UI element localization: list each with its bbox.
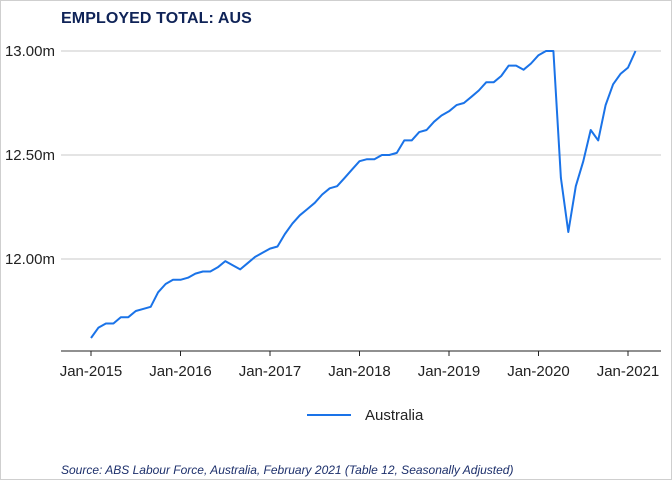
gridlines [61,50,661,260]
x-tick-label: Jan-2017 [239,363,302,380]
y-tick-label: 12.00m [5,251,55,268]
x-axis: Jan-2015 Jan-2016 Jan-2017 Jan-2018 Jan-2019… [60,350,661,380]
x-tick-label: Jan-2016 [149,363,212,380]
y-tick-label: 12.50m [5,147,55,164]
legend-label: Australia [365,407,424,424]
series-layer [90,50,637,339]
x-tick-label: Jan-2015 [60,363,123,380]
x-tick-label: Jan-2018 [328,363,391,380]
line-chart: Jan-2015 Jan-2016 Jan-2017 Jan-2018 Jan-2019… [5,43,661,424]
y-axis: 12.00m 12.50m 13.00m [5,43,55,268]
x-tick-label: Jan-2020 [507,363,570,380]
legend[interactable]: Australia [307,407,424,424]
chart-title: EMPLOYED TOTAL: AUS [61,10,252,27]
x-tick-label: Jan-2021 [597,363,660,380]
x-tick-label: Jan-2019 [418,363,481,380]
source-note: Source: ABS Labour Force, Australia, Feb… [61,463,514,477]
series-line-australia [90,50,637,339]
y-tick-label: 13.00m [5,43,55,60]
